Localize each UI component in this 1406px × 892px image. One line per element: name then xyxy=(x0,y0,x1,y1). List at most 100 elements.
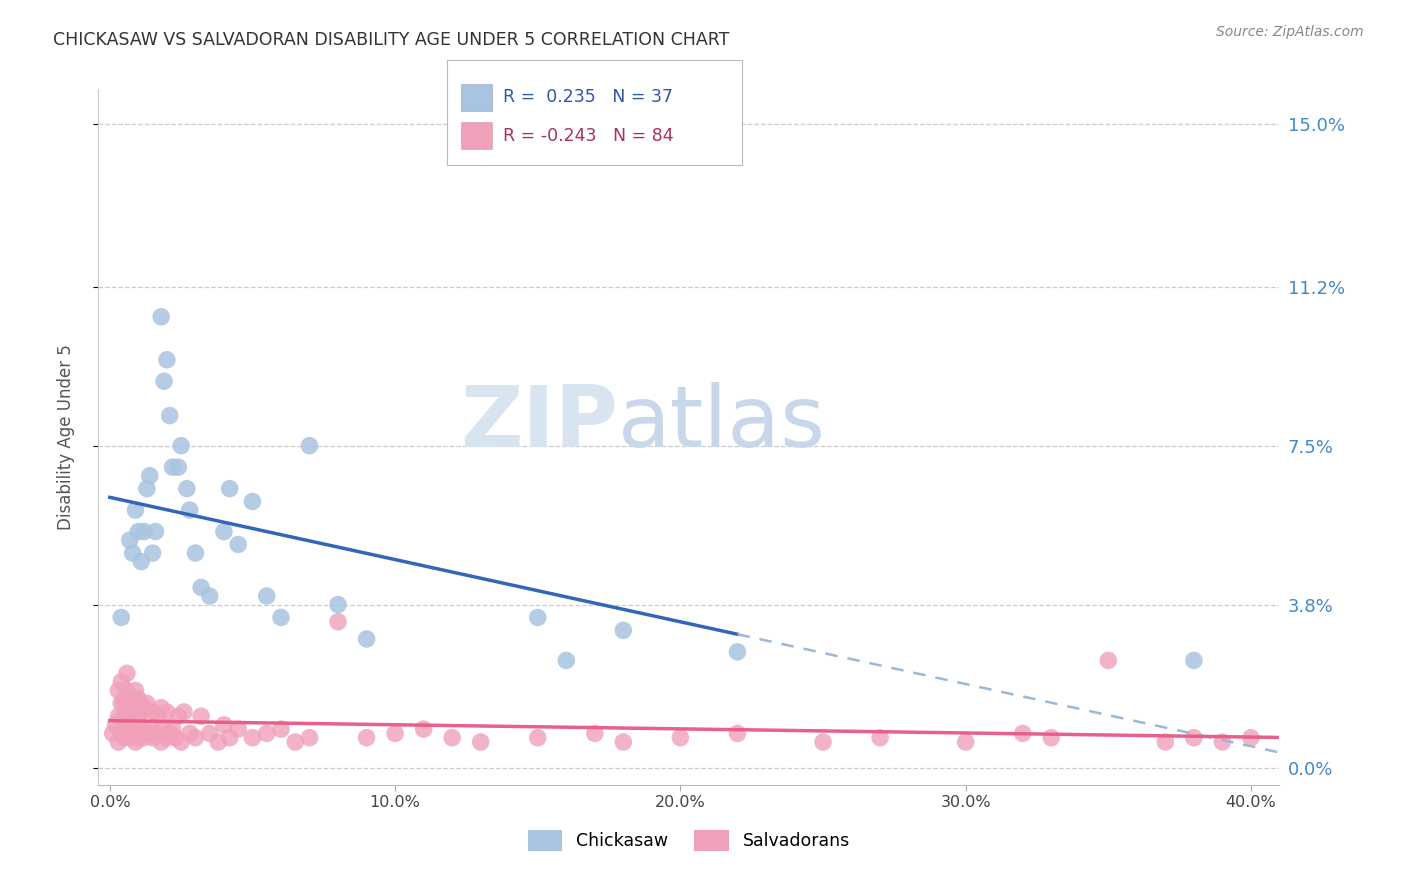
Point xyxy=(156,705,179,719)
Y-axis label: Disability Age Under 5: Disability Age Under 5 xyxy=(56,344,75,530)
Point xyxy=(412,722,434,736)
Point xyxy=(526,610,548,624)
Point xyxy=(226,722,249,736)
Point xyxy=(115,722,138,736)
Point xyxy=(811,735,834,749)
Point xyxy=(1097,653,1119,667)
Point xyxy=(1182,731,1205,745)
Point xyxy=(256,726,278,740)
Point xyxy=(162,460,184,475)
Point xyxy=(725,726,748,740)
Point xyxy=(124,683,146,698)
Point xyxy=(127,731,149,745)
Point xyxy=(179,726,201,740)
Point xyxy=(170,439,193,453)
Point xyxy=(110,726,132,740)
Point xyxy=(441,731,464,745)
Point xyxy=(150,700,173,714)
Point xyxy=(242,731,264,745)
Point xyxy=(326,615,349,629)
Point xyxy=(129,705,152,719)
Point xyxy=(124,718,146,732)
Point xyxy=(101,726,124,740)
Point xyxy=(107,735,129,749)
Point xyxy=(159,409,181,423)
Point xyxy=(135,697,157,711)
Point xyxy=(212,524,235,539)
Point xyxy=(127,709,149,723)
Point xyxy=(127,524,149,539)
Point xyxy=(121,692,143,706)
Point xyxy=(124,503,146,517)
Point xyxy=(162,722,184,736)
Point xyxy=(159,726,181,740)
Point xyxy=(118,533,141,548)
Point xyxy=(118,714,141,728)
Point xyxy=(612,624,634,638)
Point xyxy=(132,700,155,714)
Point xyxy=(150,310,173,324)
Point xyxy=(1040,731,1063,745)
Point xyxy=(284,735,307,749)
Point xyxy=(270,722,292,736)
Point xyxy=(612,735,634,749)
Point xyxy=(725,645,748,659)
Point xyxy=(121,726,143,740)
Point xyxy=(110,610,132,624)
Point xyxy=(127,692,149,706)
Point xyxy=(135,726,157,740)
Point xyxy=(115,666,138,681)
Point xyxy=(226,537,249,551)
Point xyxy=(184,546,207,560)
Point xyxy=(470,735,492,749)
Point xyxy=(583,726,606,740)
Text: R = -0.243   N = 84: R = -0.243 N = 84 xyxy=(503,127,673,145)
Point xyxy=(1154,735,1177,749)
Point xyxy=(167,709,190,723)
Point xyxy=(115,683,138,698)
Point xyxy=(150,735,173,749)
Point xyxy=(198,726,221,740)
Point xyxy=(218,731,240,745)
Point xyxy=(326,598,349,612)
Point xyxy=(112,697,135,711)
Point xyxy=(107,709,129,723)
Point xyxy=(356,632,378,646)
Point xyxy=(142,731,165,745)
Point xyxy=(153,374,176,388)
Point xyxy=(298,439,321,453)
Point xyxy=(104,718,127,732)
Point xyxy=(107,683,129,698)
Point xyxy=(142,705,165,719)
Point xyxy=(129,555,152,569)
Point xyxy=(179,503,201,517)
Point xyxy=(112,692,135,706)
Point xyxy=(139,468,162,483)
Point xyxy=(242,494,264,508)
Point xyxy=(1011,726,1033,740)
Point xyxy=(669,731,692,745)
Point xyxy=(170,735,193,749)
Point xyxy=(132,731,155,745)
Point xyxy=(142,546,165,560)
Point xyxy=(955,735,977,749)
Point xyxy=(1182,653,1205,667)
Point xyxy=(356,731,378,745)
Point xyxy=(110,697,132,711)
Point xyxy=(145,524,167,539)
Point xyxy=(135,482,157,496)
Point xyxy=(198,589,221,603)
Point xyxy=(156,352,179,367)
Point xyxy=(298,731,321,745)
Point xyxy=(1211,735,1233,749)
Text: ZIP: ZIP xyxy=(460,382,619,465)
Point xyxy=(153,722,176,736)
Legend: Chickasaw, Salvadorans: Chickasaw, Salvadorans xyxy=(519,822,859,860)
Point xyxy=(145,726,167,740)
Point xyxy=(190,581,212,595)
Point xyxy=(190,709,212,723)
Point xyxy=(207,735,229,749)
Point xyxy=(218,482,240,496)
Point xyxy=(167,460,190,475)
Point xyxy=(156,731,179,745)
